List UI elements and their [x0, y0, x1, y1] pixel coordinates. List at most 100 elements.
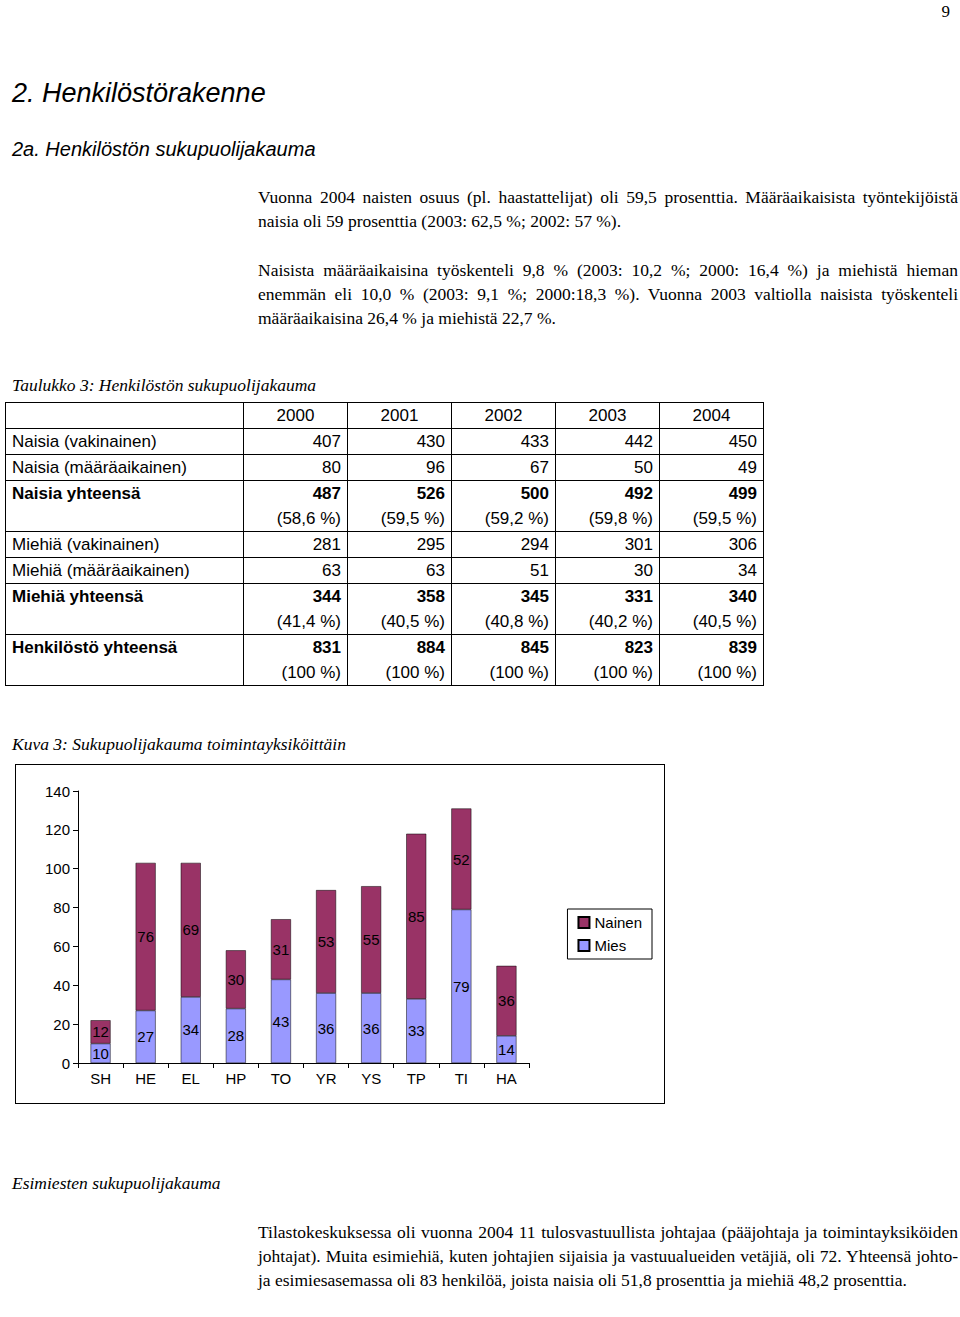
- svg-text:HP: HP: [225, 1070, 246, 1087]
- html-text:Taulukko 3: Henkilöstön sukupu: Taulukko 3: Henkilöstön sukupuolijakauma: [12, 375, 317, 395]
- html-text:(40,8 %): (40,8 %): [484, 612, 549, 631]
- svg-text:HE: HE: [135, 1070, 156, 1087]
- html-text:281: 281: [312, 535, 341, 554]
- html-text:Tilastokeskuksessa oli vuonna: Tilastokeskuksessa oli vuonna 2004 11 tu…: [258, 1222, 958, 1290]
- svg-text:43: 43: [273, 1013, 290, 1030]
- svg-text:36: 36: [318, 1020, 335, 1037]
- svg-text:10: 10: [92, 1045, 109, 1062]
- html-text:526: 526: [416, 484, 445, 503]
- html-text:2. Henkilöstörakenne: 2. Henkilöstörakenne: [12, 78, 266, 108]
- svg-text:76: 76: [137, 928, 154, 945]
- svg-text:100: 100: [45, 860, 70, 877]
- svg-text:HA: HA: [496, 1070, 517, 1087]
- svg-text:33: 33: [408, 1022, 425, 1039]
- svg-text:36: 36: [498, 992, 515, 1009]
- svg-text:SH: SH: [90, 1070, 111, 1087]
- svg-text:36: 36: [363, 1020, 380, 1037]
- svg-text:80: 80: [53, 899, 70, 916]
- html-text:34: 34: [738, 561, 757, 580]
- html-text:340: 340: [728, 587, 757, 606]
- html-text:Naisia yhteensä: Naisia yhteensä: [12, 484, 141, 503]
- html-text:331: 331: [624, 587, 653, 606]
- svg-text:53: 53: [318, 933, 335, 950]
- html-text:358: 358: [416, 587, 445, 606]
- html-text:63: 63: [426, 561, 445, 580]
- svg-text:140: 140: [45, 783, 70, 800]
- svg-text:20: 20: [53, 1016, 70, 1033]
- html-text:Naisista määräaikaisina työske: Naisista määräaikaisina työskenteli 9,8 …: [258, 260, 958, 328]
- html-text:(59,2 %): (59,2 %): [484, 509, 549, 528]
- svg-text:12: 12: [92, 1023, 109, 1040]
- html-text:2001: 2001: [380, 405, 419, 425]
- html-text:430: 430: [416, 432, 445, 451]
- html-text:407: 407: [312, 432, 341, 451]
- svg-text:31: 31: [273, 941, 290, 958]
- html-text:51: 51: [530, 561, 549, 580]
- svg-text:14: 14: [498, 1041, 515, 1058]
- html-text:499: 499: [728, 484, 757, 503]
- html-text:2003: 2003: [588, 405, 627, 425]
- html-text:Vuonna 2004 naisten osuus (pl.: Vuonna 2004 naisten osuus (pl. haastatte…: [258, 187, 958, 231]
- svg-text:TI: TI: [455, 1070, 468, 1087]
- svg-text:120: 120: [45, 821, 70, 838]
- html-text:450: 450: [728, 432, 757, 451]
- html-text:306: 306: [728, 535, 757, 554]
- html-text:96: 96: [426, 458, 445, 477]
- html-text:492: 492: [624, 484, 653, 503]
- html-text:294: 294: [520, 535, 549, 554]
- html-text:(59,5 %): (59,5 %): [692, 509, 757, 528]
- html-text:50: 50: [634, 458, 653, 477]
- svg-text:85: 85: [408, 908, 425, 925]
- html-text:Kuva 3: Sukupuolijakauma toimi: Kuva 3: Sukupuolijakauma toimintayksiköi…: [12, 734, 346, 754]
- svg-text:Mies: Mies: [594, 937, 626, 954]
- html-text:2000: 2000: [276, 405, 315, 425]
- html-text:2004: 2004: [692, 405, 731, 425]
- svg-text:55: 55: [363, 931, 380, 948]
- html-text:(40,5 %): (40,5 %): [692, 612, 757, 631]
- html-text:Miehiä (vakinainen): Miehiä (vakinainen): [12, 534, 160, 554]
- svg-text:27: 27: [137, 1028, 154, 1045]
- svg-text:34: 34: [182, 1021, 199, 1038]
- html-text:Miehiä (määräaikainen): Miehiä (määräaikainen): [12, 560, 190, 580]
- html-text:(40,2 %): (40,2 %): [588, 612, 653, 631]
- html-text:487: 487: [312, 484, 341, 503]
- html-text:2a. Henkilöstön sukupuolijakau: 2a. Henkilöstön sukupuolijakauma: [12, 138, 316, 160]
- html-text:Miehiä yhteensä: Miehiä yhteensä: [12, 587, 144, 606]
- html-text:(41,4 %): (41,4 %): [276, 612, 341, 631]
- html-text:Henkilöstö yhteensä: Henkilöstö yhteensä: [12, 638, 178, 657]
- svg-text:30: 30: [228, 971, 245, 988]
- svg-text:60: 60: [53, 938, 70, 955]
- html-text:Esimiesten sukupuolijakauma: Esimiesten sukupuolijakauma: [12, 1173, 221, 1193]
- svg-text:0: 0: [62, 1055, 70, 1072]
- html-text:301: 301: [624, 535, 653, 554]
- html-text:30: 30: [634, 561, 653, 580]
- html-text:295: 295: [416, 535, 445, 554]
- html-text:67: 67: [530, 458, 549, 477]
- html-text:(58,6 %): (58,6 %): [276, 509, 341, 528]
- svg-text:YR: YR: [316, 1070, 337, 1087]
- svg-text:TP: TP: [407, 1070, 426, 1087]
- html-text:Naisia (määräaikainen): Naisia (määräaikainen): [12, 457, 187, 477]
- svg-text:40: 40: [53, 977, 70, 994]
- html-text:433: 433: [520, 432, 549, 451]
- html-text:2002: 2002: [484, 405, 523, 425]
- svg-text:YS: YS: [361, 1070, 381, 1087]
- html-text:344: 344: [312, 587, 341, 606]
- html-text:(59,8 %): (59,8 %): [588, 509, 653, 528]
- svg-text:69: 69: [182, 921, 199, 938]
- svg-text:TO: TO: [271, 1070, 292, 1087]
- svg-text:Nainen: Nainen: [594, 914, 642, 931]
- html-text:500: 500: [520, 484, 549, 503]
- svg-text:52: 52: [453, 851, 470, 868]
- html-text:345: 345: [520, 587, 549, 606]
- html-text:49: 49: [738, 458, 757, 477]
- svg-text:79: 79: [453, 978, 470, 995]
- html-text:80: 80: [322, 458, 341, 477]
- html-text:63: 63: [322, 561, 341, 580]
- html-text:442: 442: [624, 432, 653, 451]
- svg-text:EL: EL: [182, 1070, 200, 1087]
- svg-text:28: 28: [228, 1027, 245, 1044]
- html-text:(59,5 %): (59,5 %): [380, 509, 445, 528]
- html-text:(40,5 %): (40,5 %): [380, 612, 445, 631]
- html-text:Naisia (vakinainen): Naisia (vakinainen): [12, 431, 157, 451]
